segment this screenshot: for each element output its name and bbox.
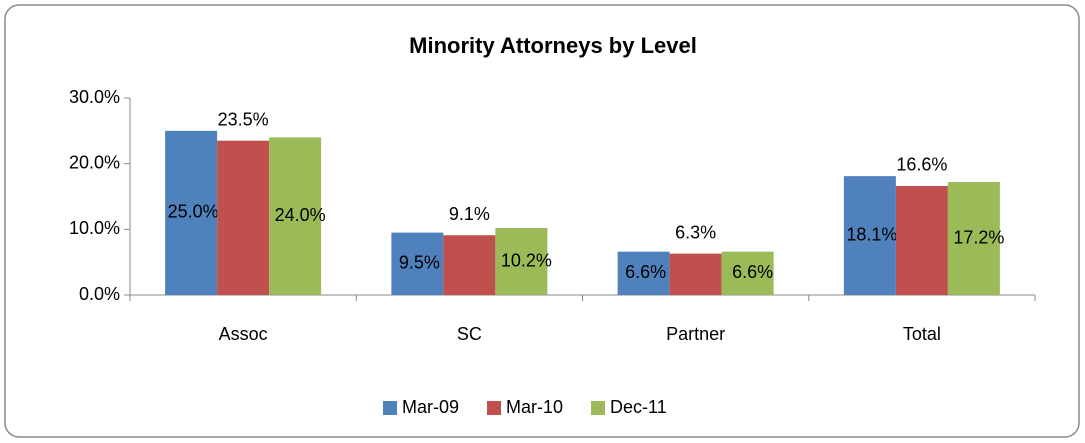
bar xyxy=(843,176,896,295)
bar xyxy=(495,228,548,295)
bar xyxy=(721,251,774,295)
bar xyxy=(947,182,1000,295)
data-label: 23.5% xyxy=(218,109,269,129)
y-tick-label: 30.0% xyxy=(69,87,120,107)
legend-swatch xyxy=(383,401,397,415)
y-tick-label: 10.0% xyxy=(69,218,120,238)
x-tick-label: Assoc xyxy=(219,324,268,344)
data-label: 6.6% xyxy=(625,262,666,282)
legend-label: Mar-09 xyxy=(402,397,459,417)
data-label: 10.2% xyxy=(501,250,552,270)
data-label: 6.3% xyxy=(675,222,716,242)
bar xyxy=(391,232,444,295)
data-label: 25.0% xyxy=(168,202,219,222)
legend-label: Dec-11 xyxy=(610,397,667,417)
data-label: 9.1% xyxy=(449,204,490,224)
bar xyxy=(895,185,948,295)
y-tick-label: 0.0% xyxy=(79,284,120,304)
chart-title: Minority Attorneys by Level xyxy=(409,33,697,58)
chart-border xyxy=(4,4,1080,438)
legend-swatch xyxy=(487,401,502,415)
x-tick-label: SC xyxy=(457,324,482,344)
x-tick-label: Total xyxy=(903,324,941,344)
y-tick-label: 20.0% xyxy=(69,152,120,172)
data-label: 18.1% xyxy=(846,224,897,244)
x-tick-label: Partner xyxy=(666,324,725,344)
bar xyxy=(269,137,322,295)
bar xyxy=(669,253,722,295)
data-label: 9.5% xyxy=(399,253,440,273)
bar xyxy=(443,235,496,295)
data-label: 17.2% xyxy=(953,227,1004,247)
data-label: 6.6% xyxy=(732,262,773,282)
data-label: 16.6% xyxy=(896,155,947,175)
bar xyxy=(217,140,270,295)
data-label: 24.0% xyxy=(275,205,326,225)
bar xyxy=(165,130,218,295)
legend-swatch xyxy=(591,401,606,415)
legend-label: Mar-10 xyxy=(506,397,563,417)
bar xyxy=(617,251,670,295)
